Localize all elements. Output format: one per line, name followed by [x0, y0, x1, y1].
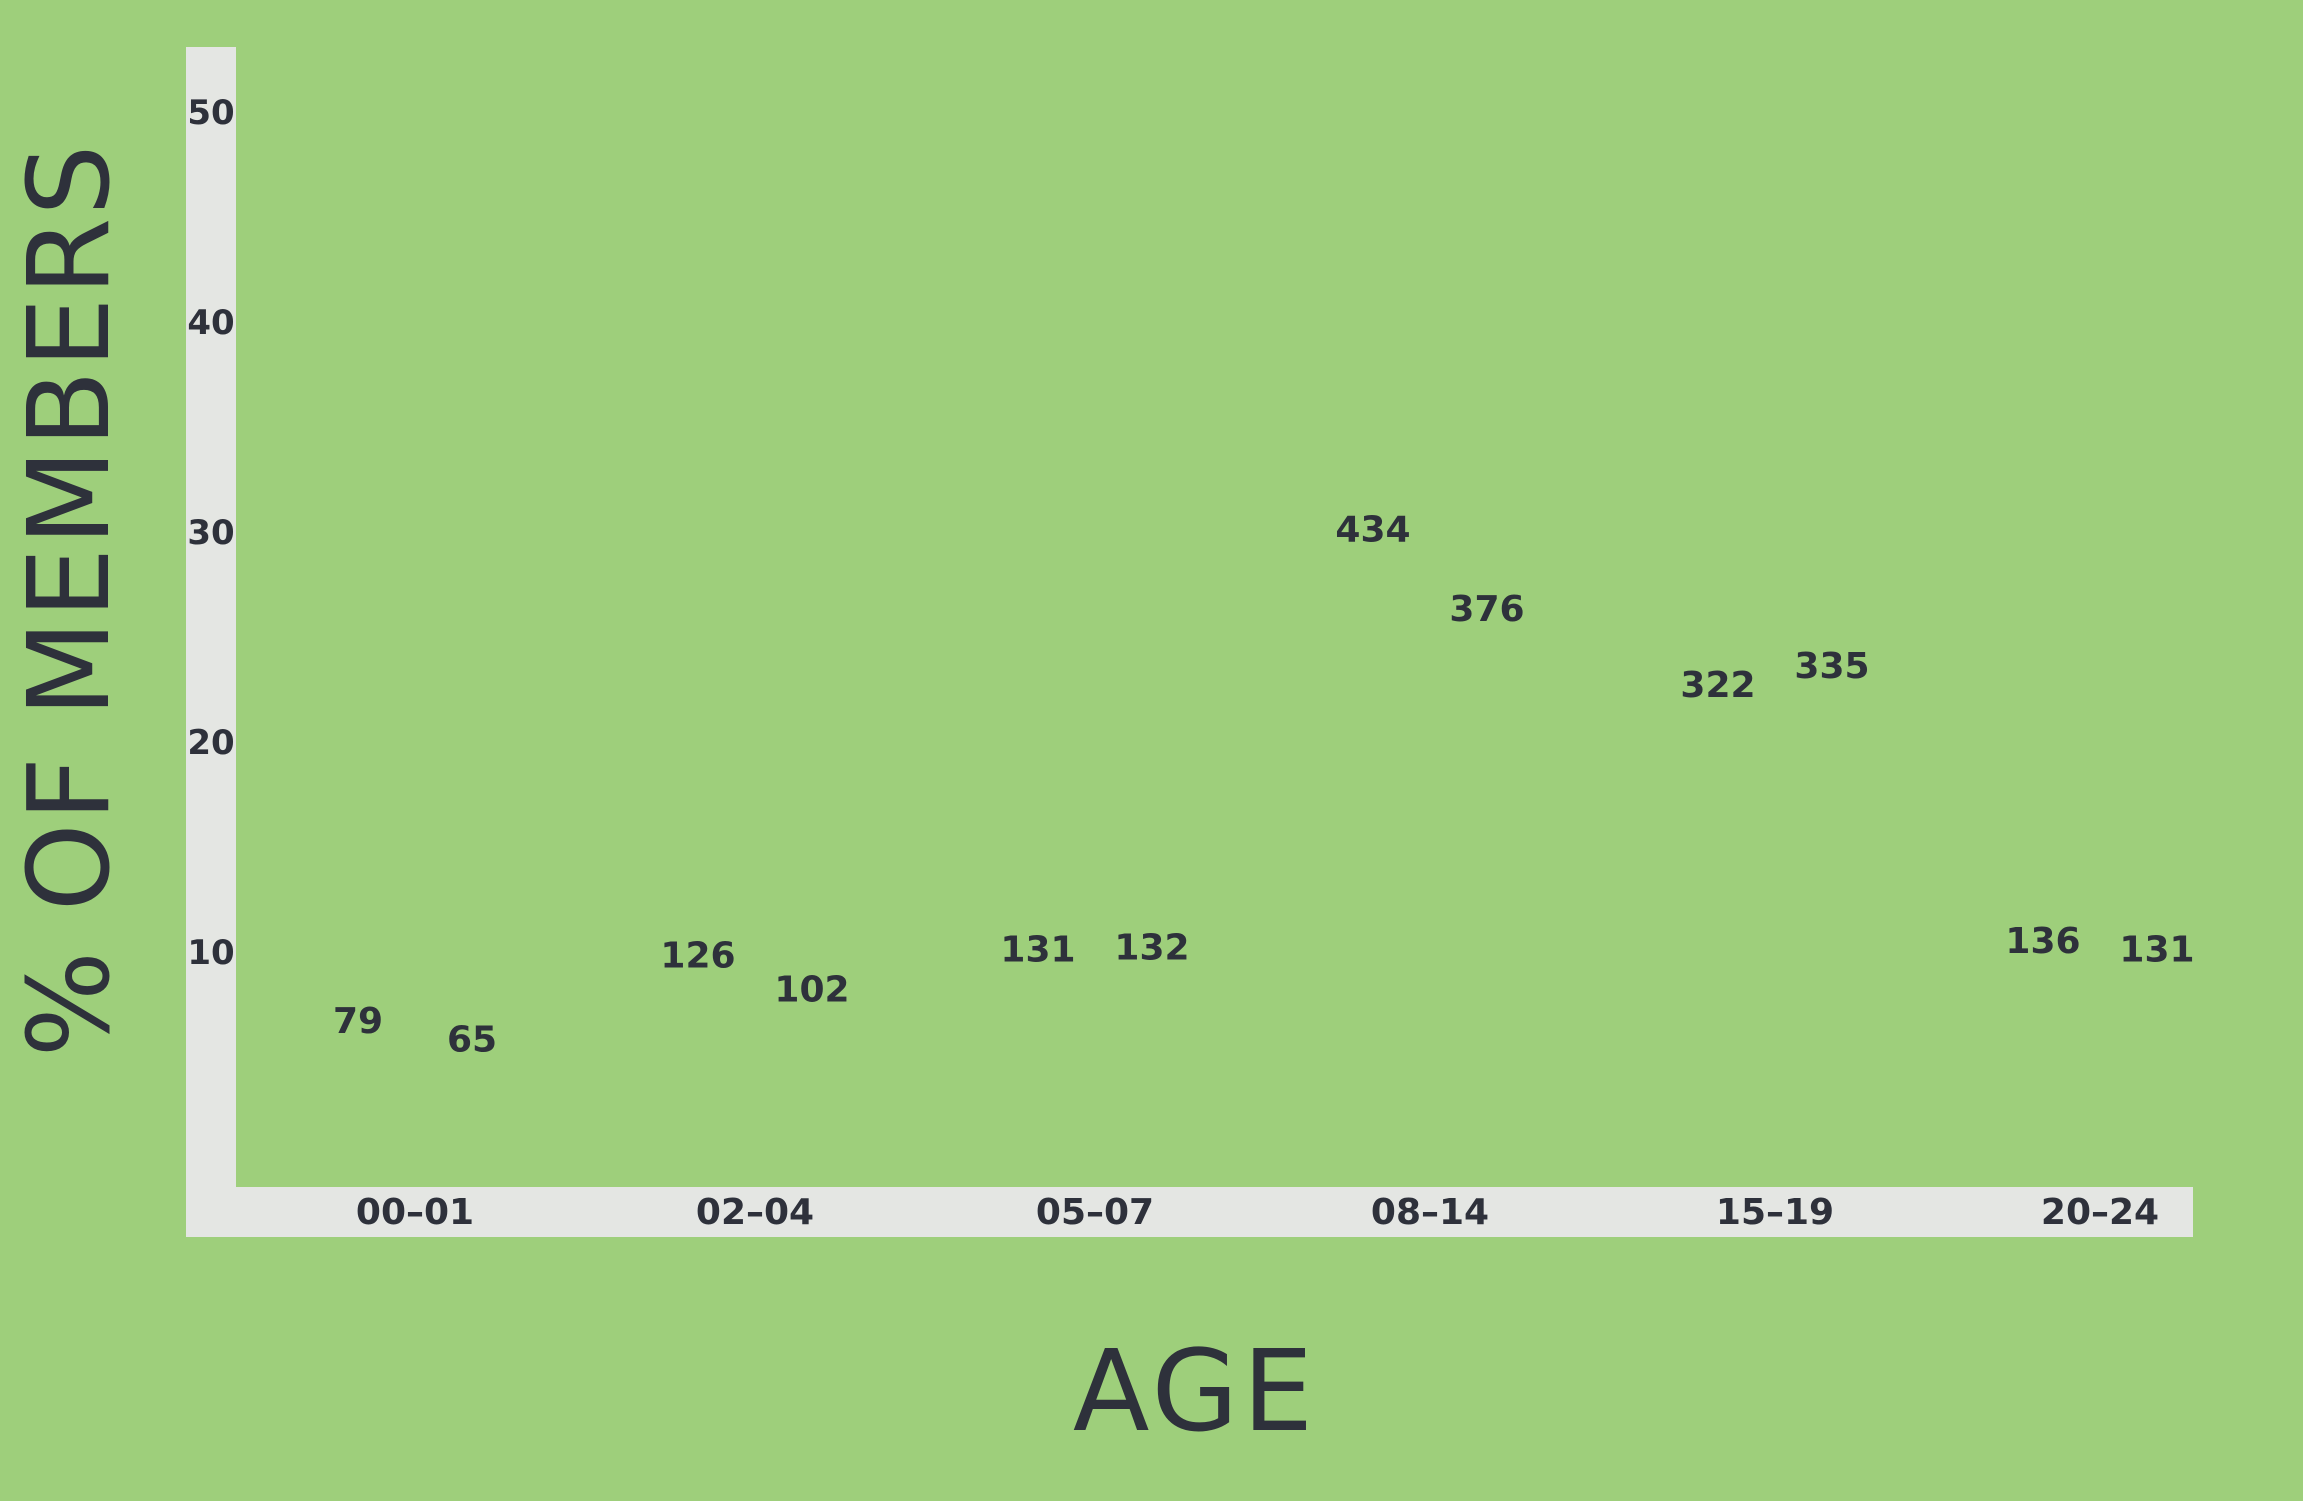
x-tick-labels: 00–01 02–04 05–07 08–14 15–19 20–24: [356, 1192, 2159, 1233]
pictograph-marks: [306, 561, 2209, 1162]
female-person-icon: [1435, 641, 1539, 742]
x-tick-label: 02–04: [696, 1192, 814, 1233]
male-stack-08–14: [1321, 561, 1425, 1162]
female-person-icon: [1780, 744, 1884, 952]
data-label: 65: [447, 1020, 497, 1061]
male-person-icon: [1321, 744, 1425, 952]
x-tick-label: 20–24: [2041, 1192, 2159, 1233]
female-person-icon: [1780, 954, 1884, 1162]
data-label: 102: [774, 969, 849, 1010]
data-label: 322: [1680, 665, 1755, 706]
x-tick-label: 08–14: [1371, 1192, 1489, 1233]
male-person-icon: [1321, 561, 1425, 742]
y-tick-label: 50: [187, 93, 234, 133]
y-axis-bar: [186, 47, 236, 1237]
male-person-icon: [1666, 744, 1770, 952]
male-stack-05–07: [986, 981, 1090, 1162]
male-person-icon: [1666, 954, 1770, 1162]
x-tick-label: 15–19: [1716, 1192, 1834, 1233]
female-person-icon: [1435, 744, 1539, 952]
female-stack-15–19: [1780, 697, 1884, 1162]
male-person-icon: [1666, 716, 1770, 742]
female-person-icon: [1100, 979, 1204, 1162]
data-label: 126: [660, 936, 735, 977]
male-stack-20–24: [1991, 973, 2095, 1162]
data-label: 79: [333, 1001, 383, 1042]
y-ticks: 10 20 30 40 50: [187, 93, 234, 973]
data-label: 132: [1114, 927, 1189, 968]
x-axis-title: AGE: [1072, 1327, 1318, 1457]
x-tick-label: 05–07: [1036, 1192, 1154, 1233]
female-person-icon: [1780, 697, 1884, 742]
male-person-icon: [1991, 973, 2095, 1162]
male-stack-15–19: [1666, 716, 1770, 1162]
value-labels: 79 126 131 434 322 136 65 102 132 376 335 131: [333, 509, 2195, 1060]
male-person-icon: [986, 981, 1090, 1162]
y-tick-label: 40: [187, 303, 234, 343]
male-person-icon: [1321, 954, 1425, 1162]
female-stack-20–24: [2105, 981, 2209, 1162]
x-axis-bar: [186, 1187, 2193, 1237]
male-stack-02–04: [646, 987, 750, 1162]
y-tick-label: 10: [187, 933, 234, 973]
data-label: 131: [2119, 929, 2194, 970]
data-label: 335: [1794, 646, 1869, 687]
data-label: 136: [2005, 921, 2080, 962]
male-person-icon: [306, 1052, 410, 1162]
female-stack-05–07: [1100, 979, 1204, 1162]
y-tick-label: 20: [187, 723, 234, 763]
male-stack-00–01: [306, 1052, 410, 1162]
male-person-icon: [646, 987, 750, 1162]
female-person-icon: [1435, 954, 1539, 1162]
data-label: 434: [1335, 509, 1410, 550]
y-axis-title: % OF MEMBERS: [5, 142, 135, 1058]
y-tick-label: 30: [187, 513, 234, 553]
female-person-icon: [2105, 981, 2209, 1162]
data-label: 376: [1449, 589, 1524, 630]
x-tick-label: 00–01: [356, 1192, 474, 1233]
data-label: 131: [1000, 929, 1075, 970]
